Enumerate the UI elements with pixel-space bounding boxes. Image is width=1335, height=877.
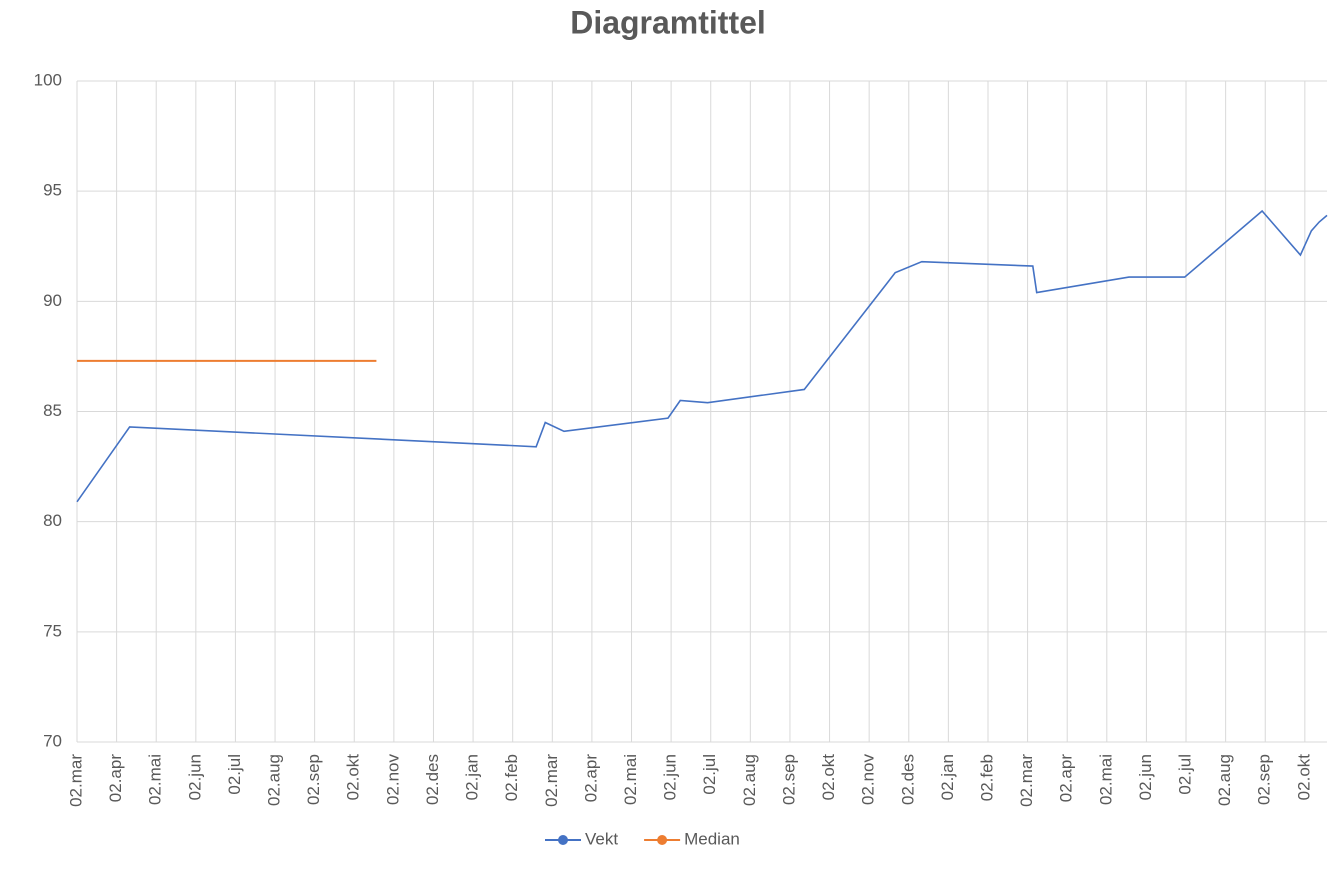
x-tick-label: 02.feb [977,754,996,801]
y-tick-label: 70 [43,731,62,750]
legend-item: Vekt [545,829,618,848]
x-tick-label: 02.okt [1294,754,1313,801]
x-tick-label: 02.okt [819,754,838,801]
x-tick-label: 02.jan [938,754,957,800]
y-tick-label: 75 [43,621,62,640]
x-tick-label: 02.nov [859,754,878,806]
x-tick-label: 02.mai [146,754,165,805]
x-tick-label: 02.nov [383,754,402,806]
x-tick-label: 02.feb [502,754,521,801]
x-tick-label: 02.jul [225,754,244,795]
x-tick-label: 02.mar [1017,754,1036,807]
y-tick-label: 95 [43,181,62,200]
chart-title: Diagramtittel [570,4,766,40]
x-tick-label: 02.jul [700,754,719,795]
legend-marker [558,835,568,845]
x-tick-label: 02.aug [1215,754,1234,806]
y-tick-label: 80 [43,511,62,530]
x-tick-label: 02.jun [185,754,204,800]
x-tick-label: 02.aug [740,754,759,806]
x-tick-label: 02.mai [1096,754,1115,805]
x-tick-label: 02.apr [581,754,600,803]
x-tick-label: 02.apr [1057,754,1076,803]
legend-item: Median [644,829,740,848]
x-tick-label: 02.sep [304,754,323,805]
x-tick-label: 02.okt [344,754,363,801]
x-tick-label: 02.jun [661,754,680,800]
x-tick-label: 02.des [423,754,442,805]
x-tick-label: 02.des [898,754,917,805]
x-tick-label: 02.aug [265,754,284,806]
x-tick-label: 02.sep [779,754,798,805]
x-tick-label: 02.mar [542,754,561,807]
x-tick-label: 02.jul [1176,754,1195,795]
y-tick-label: 100 [34,70,62,89]
y-tick-label: 90 [43,291,62,310]
x-tick-label: 02.mai [621,754,640,805]
legend-marker [657,835,668,845]
x-tick-label: 02.sep [1255,754,1274,805]
x-tick-label: 02.jan [463,754,482,800]
y-tick-label: 85 [43,401,62,420]
series-line [76,209,1328,503]
x-tick-label: 02.jun [1136,754,1155,800]
legend-label: Median [684,829,740,848]
x-tick-label: 02.mar [66,754,85,807]
legend-label: Vekt [585,829,618,848]
x-tick-label: 02.apr [106,754,125,803]
